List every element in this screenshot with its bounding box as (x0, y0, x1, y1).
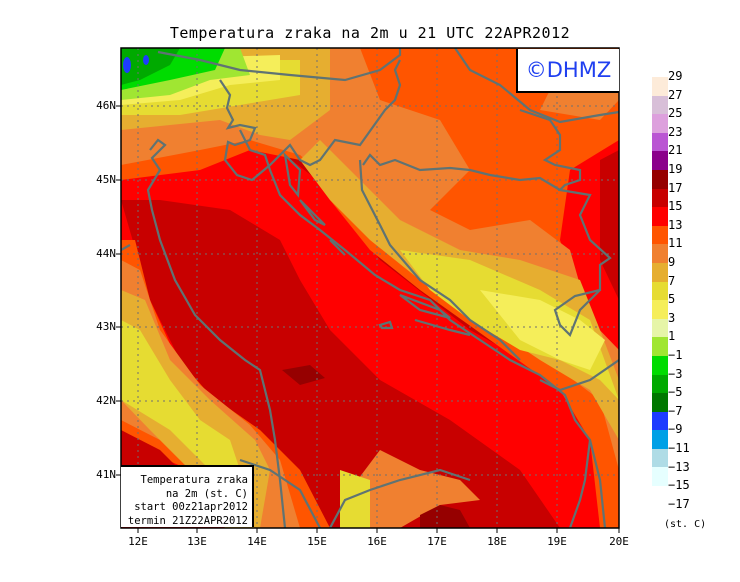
lon-label: 14E (247, 535, 267, 548)
legend-swatch (652, 393, 668, 412)
lon-label: 12E (128, 535, 148, 548)
field-13-15 (121, 120, 619, 528)
lon-label: 13E (187, 535, 207, 548)
coastlines (121, 48, 619, 528)
legend-label: 1 (668, 329, 676, 344)
legend-label: −11 (668, 441, 690, 455)
legend-swatch (652, 411, 668, 431)
legend-label: 7 (668, 273, 676, 288)
legend-swatch (652, 467, 668, 487)
legend-label: −15 (668, 478, 690, 493)
map-title: Temperatura zraka na 2m u 21 UTC 22APR20… (169, 24, 571, 42)
lat-label: 46N (96, 99, 116, 112)
legend-swatch (652, 207, 668, 226)
legend-swatch (652, 374, 668, 394)
field-5-7-italy (121, 320, 240, 470)
lat-label: 42N (96, 394, 116, 407)
field-3-5 (121, 55, 605, 370)
legend-label: 17 (668, 180, 683, 195)
lon-label: 19E (547, 535, 567, 548)
field-5-7-south (340, 470, 370, 528)
legend-swatch (652, 169, 668, 189)
legend-swatch (652, 188, 668, 208)
legend-swatch (652, 244, 668, 263)
legend-label: −1 (668, 348, 683, 362)
legend-swatch (652, 77, 668, 96)
field-minus9b (143, 55, 149, 65)
field-9-11-south (350, 450, 480, 528)
lon-label: 16E (367, 535, 387, 548)
legend-label: −7 (668, 403, 683, 418)
lat-label: 43N (96, 320, 116, 333)
legend-label: −5 (668, 385, 683, 400)
legend-swatch (652, 430, 668, 449)
legend-label: 29 (668, 69, 683, 83)
legend-swatch (652, 151, 668, 170)
axis-ticks (116, 105, 620, 533)
lon-label: 20E (609, 535, 629, 548)
field-11-13 (121, 48, 619, 528)
dhmz-logo: ©DHMZ (516, 49, 619, 93)
legend-units: (st. C) (664, 519, 707, 530)
legend-swatch (652, 281, 668, 301)
info-line: start 00z21apr2012 (134, 501, 248, 513)
legend-label: 21 (668, 143, 683, 158)
info-line: na 2m (st. C) (165, 487, 248, 500)
info-line: termin 21Z22APR2012 (127, 514, 248, 527)
graticule (121, 48, 619, 528)
legend-label: 3 (668, 310, 676, 325)
map-frame (120, 47, 620, 529)
field-minus9 (123, 57, 131, 73)
field-17-19 (282, 365, 470, 528)
legend-label: 11 (668, 236, 683, 251)
legend-label: 15 (668, 199, 683, 214)
legend-label: −3 (668, 366, 683, 381)
legend-label: 19 (668, 162, 683, 176)
legend-label: −9 (668, 422, 683, 437)
lon-label: 15E (307, 535, 327, 548)
legend-label: 27 (668, 87, 683, 102)
legend-label: −17 (668, 496, 690, 511)
legend-swatch (652, 132, 668, 152)
lat-label: 44N (96, 247, 116, 260)
legend-swatch (652, 114, 668, 133)
lon-label: 18E (487, 535, 507, 548)
lon-label: 17E (427, 535, 447, 548)
info-line: Temperatura zraka (140, 474, 248, 486)
legend-label: 23 (668, 124, 683, 139)
legend-swatch (652, 300, 668, 319)
legend-label: 9 (668, 255, 676, 269)
legend-swatch (652, 95, 668, 115)
legend-swatch (652, 225, 668, 245)
legend-label: 13 (668, 217, 683, 232)
color-legend (652, 77, 668, 487)
legend-swatch (652, 448, 668, 468)
legend-swatch (652, 355, 668, 375)
legend-swatch (652, 337, 668, 356)
legend-label: 25 (668, 106, 683, 121)
field-minus5 (121, 48, 180, 85)
legend-swatch (652, 262, 668, 282)
field-5-7 (121, 60, 619, 400)
info-box: Temperatura zraka na 2m (st. C) start 00… (121, 465, 254, 527)
legend-label: −13 (668, 459, 690, 474)
legend-label: 5 (668, 292, 676, 307)
lat-label: 41N (96, 468, 116, 481)
lat-label: 45N (96, 173, 116, 186)
legend-swatch (652, 318, 668, 338)
